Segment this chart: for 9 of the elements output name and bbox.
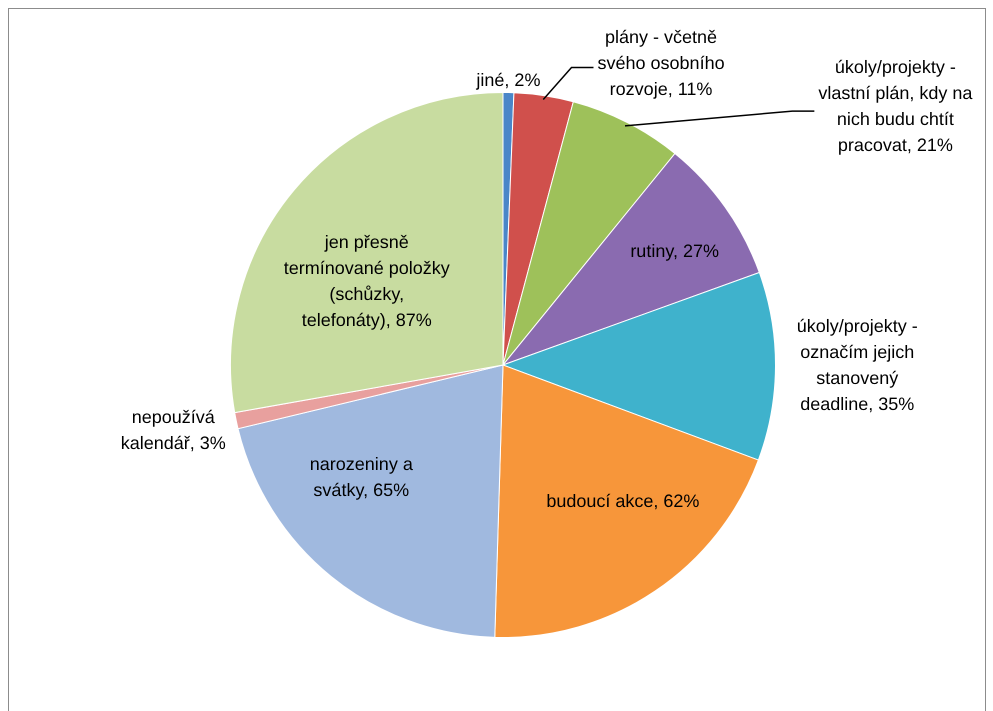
slice-label: jen přesně termínované položky (schůzky, telefonáty), 87%: [284, 230, 450, 332]
slice-label: narozeniny a svátky, 65%: [310, 452, 413, 502]
slice-label: úkoly/projekty - vlastní plán, kdy na nich budu chtít pracovat, 21%: [818, 56, 972, 158]
slice-label: nepoužívá kalendář, 3%: [120, 406, 226, 456]
slice-label: rutiny, 27%: [630, 240, 720, 263]
slice-label: jiné, 2%: [476, 69, 540, 92]
slice-label: úkoly/projekty - označím jejich stanovený deadline, 35%: [796, 315, 918, 416]
slice-label: budoucí akce, 62%: [546, 490, 700, 514]
slice-label: plány - včetně svého osobního rozvoje, 11%: [597, 26, 725, 101]
